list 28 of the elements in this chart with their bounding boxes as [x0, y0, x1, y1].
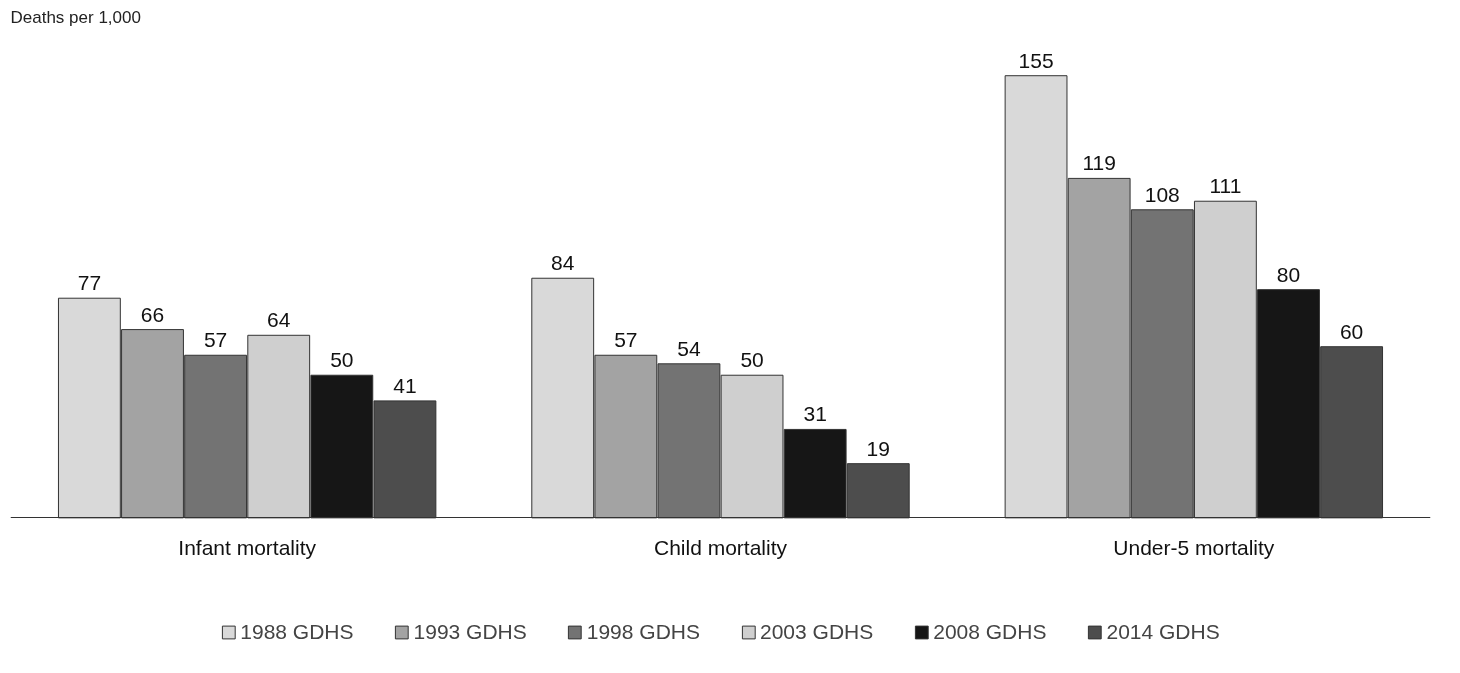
data-label: 50 — [330, 348, 354, 372]
data-label: 64 — [267, 308, 291, 332]
legend-label: 1988 GDHS — [240, 620, 354, 644]
x-tick-label: Under-5 mortality — [1113, 535, 1275, 559]
data-label: 19 — [866, 436, 890, 460]
data-label: 111 — [1209, 174, 1242, 198]
data-label: 54 — [677, 336, 701, 360]
data-label: 57 — [203, 328, 228, 352]
legend-label: 1998 GDHS — [586, 620, 700, 644]
data-label: 80 — [1276, 262, 1301, 286]
data-label: 84 — [551, 251, 575, 275]
data-label: 77 — [77, 271, 102, 295]
data-label: 41 — [393, 373, 417, 397]
legend-label: 1993 GDHS — [413, 620, 527, 644]
data-label: 31 — [803, 402, 827, 426]
legend-label: 2008 GDHS — [933, 620, 1047, 644]
data-label: 60 — [1339, 319, 1364, 343]
data-label: 119 — [1082, 151, 1116, 175]
legend-label: 2003 GDHS — [760, 620, 874, 644]
data-label: 155 — [1018, 48, 1054, 72]
x-tick-label: Child mortality — [653, 535, 788, 559]
y-axis-title: Deaths per 1,000 — [10, 7, 141, 27]
data-label: 57 — [614, 328, 638, 352]
data-label: 66 — [140, 302, 165, 326]
data-label: 108 — [1144, 182, 1180, 206]
x-tick-label: Infant mortality — [178, 535, 317, 559]
data-label: 50 — [740, 348, 764, 372]
legend-label: 2014 GDHS — [1106, 620, 1220, 644]
